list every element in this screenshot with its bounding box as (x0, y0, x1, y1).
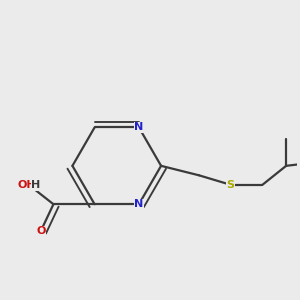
Text: N: N (134, 122, 143, 132)
Text: O: O (36, 226, 46, 236)
Text: H: H (32, 180, 40, 190)
Text: S: S (227, 180, 235, 190)
Text: N: N (134, 199, 143, 209)
Text: OH: OH (17, 180, 36, 190)
